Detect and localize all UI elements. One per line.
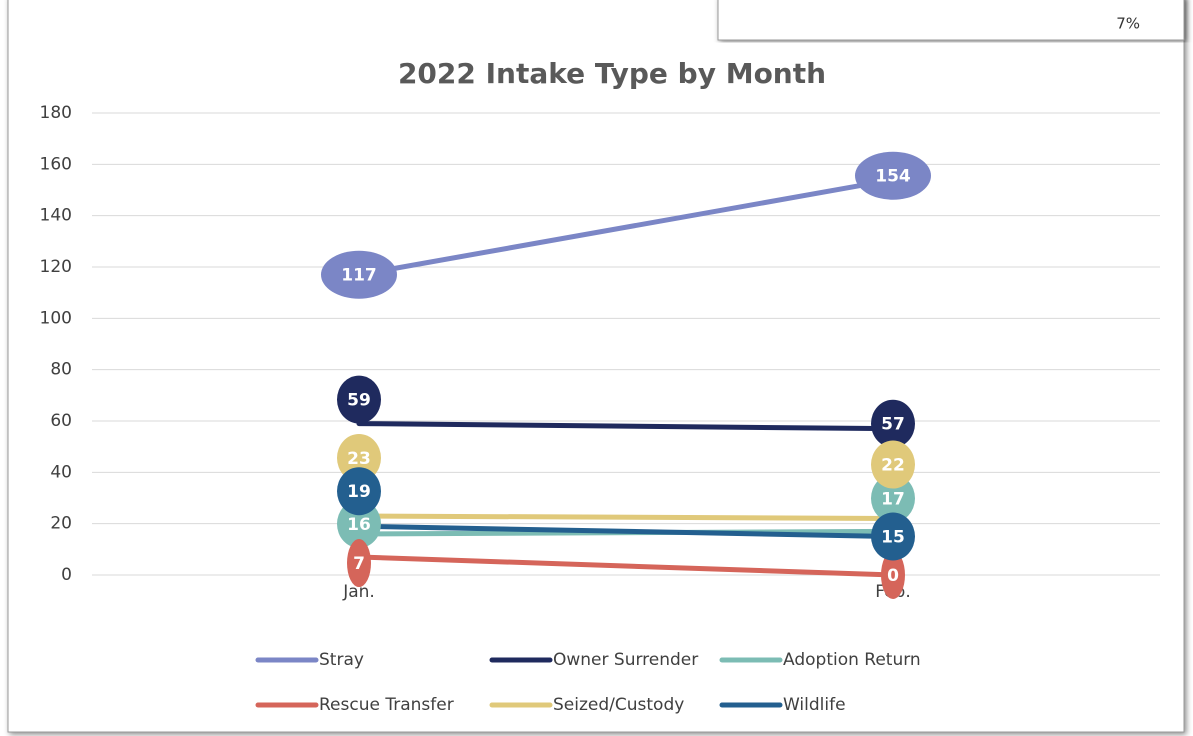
legend-label: Owner Surrender (553, 650, 698, 670)
data-label-bubble (871, 474, 915, 523)
series-line (356, 513, 896, 522)
y-tick-label: 60 (50, 411, 72, 431)
data-label: 57 (881, 415, 905, 435)
series-line (356, 554, 896, 578)
chart-title: 2022 Intake Type by Month (398, 57, 826, 90)
legend-label: Rescue Transfer (319, 695, 454, 715)
legend-label: Wildlife (783, 695, 846, 715)
y-tick-label: 20 (50, 514, 72, 534)
background-label: 7% (1116, 15, 1140, 33)
data-label-bubble (321, 250, 397, 299)
data-label-bubble (881, 551, 905, 599)
y-tick-label: 80 (50, 360, 72, 380)
data-label: 117 (341, 266, 377, 286)
data-label: 154 (875, 167, 911, 187)
data-label: 23 (347, 449, 371, 469)
data-label-bubble (347, 539, 371, 588)
data-label-bubble (871, 512, 915, 561)
y-tick-label: 140 (40, 206, 72, 226)
background-box (717, 0, 1185, 41)
legend-label: Stray (319, 650, 364, 670)
y-tick-label: 100 (40, 308, 72, 328)
y-tick-label: 180 (40, 103, 72, 123)
series-line (356, 523, 896, 539)
chart-frame (7, 0, 1185, 733)
data-label: 17 (881, 489, 905, 509)
data-label: 7 (353, 554, 365, 574)
legend-label: Adoption Return (783, 650, 921, 670)
data-label: 59 (347, 391, 371, 411)
data-label-bubble (871, 399, 915, 448)
x-tick-label: Jan. (342, 582, 375, 602)
y-tick-label: 0 (61, 565, 72, 585)
data-label-bubble (855, 151, 931, 200)
y-tick-label: 160 (40, 154, 72, 174)
data-label-bubble (337, 433, 381, 482)
data-label-bubble (337, 467, 381, 516)
data-label-bubble (337, 375, 381, 424)
data-label: 15 (881, 528, 905, 548)
y-tick-label: 120 (40, 257, 72, 277)
data-label-bubble (871, 440, 915, 489)
data-label: 0 (887, 566, 899, 586)
y-tick-label: 40 (50, 462, 72, 482)
series-line (356, 177, 896, 278)
data-label: 22 (881, 456, 905, 476)
data-label: 19 (347, 482, 371, 502)
series-line (356, 421, 896, 432)
legend-label: Seized/Custody (553, 695, 684, 715)
data-label: 16 (347, 515, 371, 535)
